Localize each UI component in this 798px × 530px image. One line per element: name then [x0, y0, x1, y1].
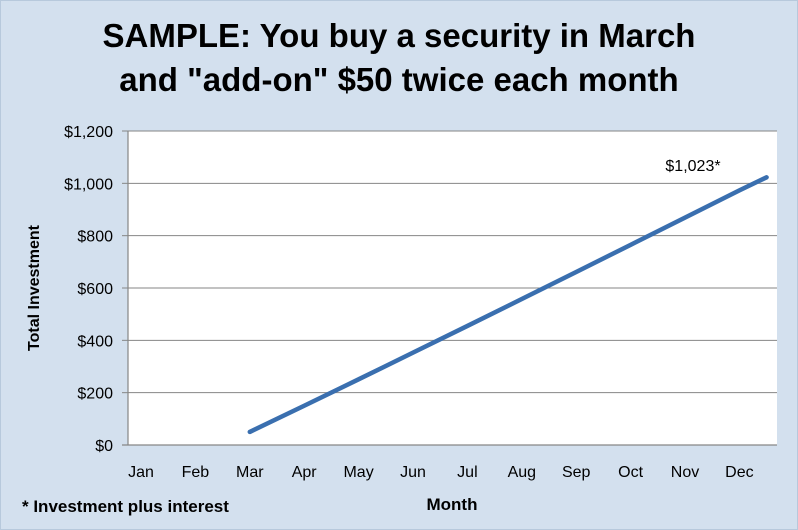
- y-tick-label: $600: [77, 281, 113, 298]
- y-axis-title: Total Investment: [26, 224, 43, 351]
- x-axis-title: Month: [427, 495, 478, 514]
- data-point: [466, 324, 469, 327]
- title-line-2: and "add-on" $50 twice each month: [119, 61, 679, 98]
- y-tick-label: $800: [77, 229, 113, 246]
- x-tick-label: Nov: [671, 464, 699, 481]
- data-point: [412, 351, 414, 354]
- x-tick-label: Feb: [182, 464, 210, 481]
- x-tick-label: Apr: [292, 464, 318, 481]
- x-tick-label: Oct: [618, 464, 643, 481]
- end-value-label: $1,023*: [665, 158, 720, 175]
- y-tick-label: $1,200: [64, 124, 113, 141]
- data-point: [629, 243, 632, 246]
- title-line-1: SAMPLE: You buy a security in March: [102, 17, 696, 54]
- x-tick-label: Dec: [725, 464, 753, 481]
- x-tick-label: Jun: [400, 464, 426, 481]
- data-point: [684, 216, 686, 219]
- data-point: [520, 297, 523, 300]
- x-tick-label: Aug: [508, 464, 536, 481]
- y-tick-label: $200: [77, 386, 113, 403]
- y-tick-label: $1,000: [64, 176, 113, 193]
- data-point: [738, 189, 741, 192]
- data-point: [357, 378, 360, 381]
- data-point: [765, 176, 768, 179]
- footnote: * Investment plus interest: [22, 497, 229, 516]
- data-point: [248, 430, 251, 433]
- y-tick-label: $400: [77, 333, 113, 350]
- x-tick-label: Jul: [457, 464, 477, 481]
- data-point: [575, 271, 578, 274]
- chart-title: SAMPLE: You buy a security in March and …: [0, 14, 798, 102]
- x-tick-label: Mar: [236, 464, 264, 481]
- data-point: [303, 404, 306, 407]
- x-tick-label: Sep: [562, 464, 591, 481]
- x-tick-label: Jan: [128, 464, 154, 481]
- y-tick-label: $0: [95, 438, 113, 455]
- x-tick-label: May: [343, 464, 373, 481]
